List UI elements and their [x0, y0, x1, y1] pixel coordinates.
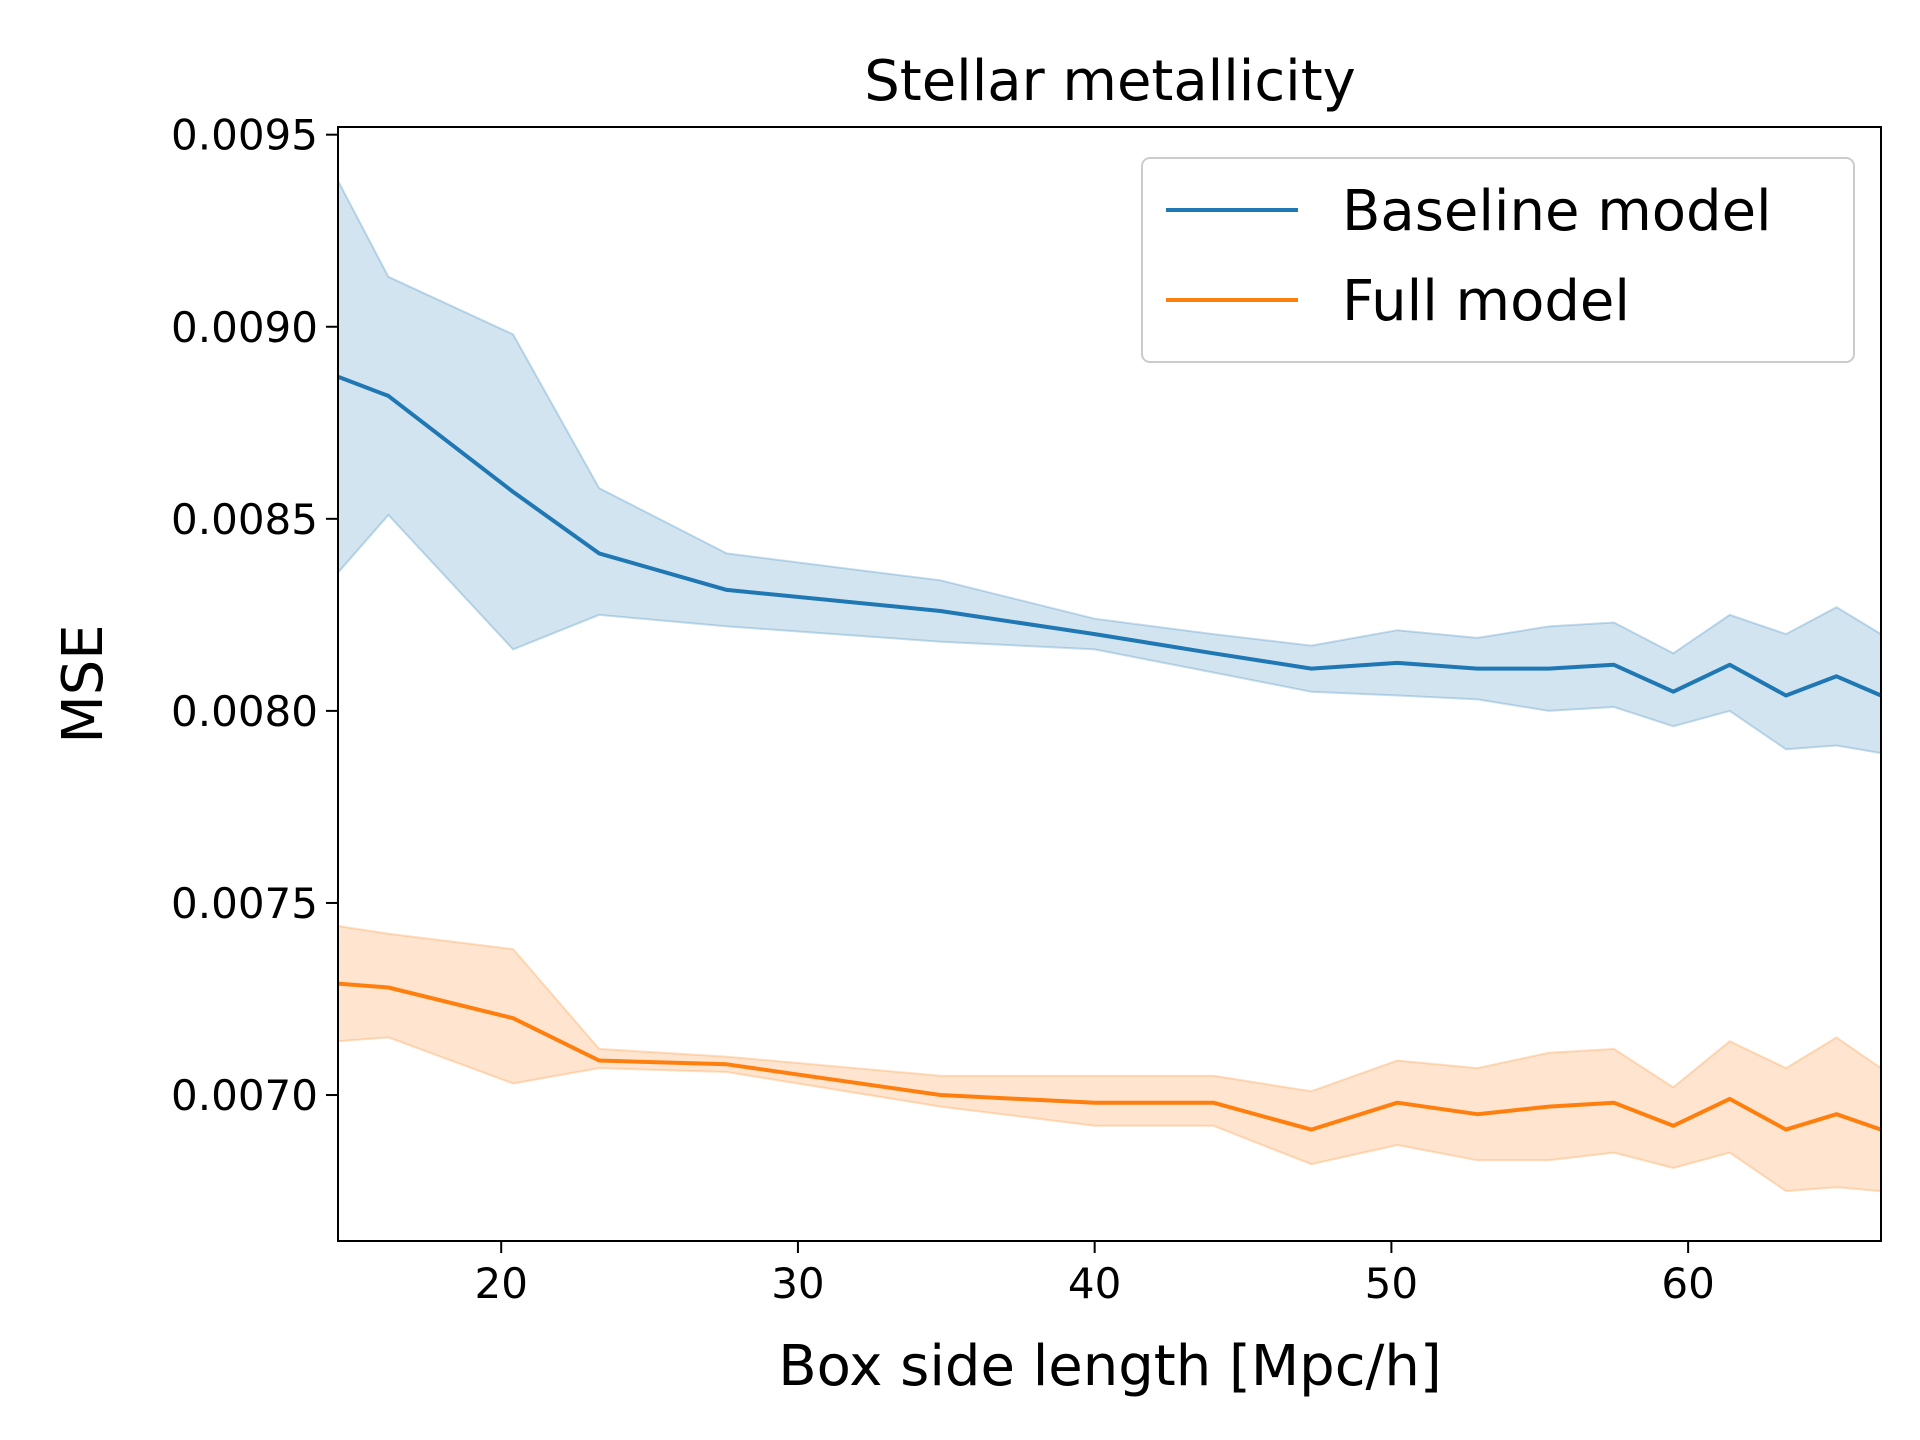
point-baseline: [1727, 662, 1733, 668]
point-full: [724, 1061, 730, 1067]
point-baseline: [385, 393, 391, 399]
x-axis-ticks: 20 30 40 50 60: [474, 1241, 1715, 1308]
series-lines: [337, 374, 1882, 1133]
point-full: [1308, 1127, 1314, 1133]
x-tick-label: 30: [771, 1259, 824, 1308]
y-tick-label: 0.0090: [171, 303, 318, 352]
point-baseline: [1394, 660, 1400, 666]
legend-box: [1141, 157, 1855, 363]
point-full: [510, 1015, 516, 1021]
y-axis-ticks: 0.0070 0.0075 0.0080 0.0085 0.0090 0.0095: [171, 111, 338, 1120]
point-full: [385, 985, 391, 991]
y-tick-label: 0.0070: [171, 1071, 318, 1120]
x-tick-label: 40: [1068, 1259, 1121, 1308]
point-baseline: [724, 587, 730, 593]
point-full: [1783, 1127, 1789, 1133]
legend: Baseline model Full model: [1141, 157, 1855, 363]
point-full: [1474, 1111, 1480, 1117]
point-full: [1727, 1096, 1733, 1102]
point-baseline: [1546, 666, 1552, 672]
line-baseline: [337, 374, 1882, 698]
band-full: [337, 924, 1882, 1193]
point-baseline: [1474, 666, 1480, 672]
plot-frame: [337, 126, 1882, 1242]
x-tick-label: 20: [474, 1259, 527, 1308]
point-full: [1611, 1100, 1617, 1106]
point-baseline: [510, 489, 516, 495]
legend-label-full: Full model: [1342, 269, 1630, 334]
point-full: [1546, 1104, 1552, 1110]
point-baseline: [1092, 631, 1098, 637]
point-full: [1210, 1100, 1216, 1106]
point-baseline: [596, 550, 602, 556]
point-full: [1670, 1123, 1676, 1129]
point-baseline: [937, 608, 943, 614]
legend-label-baseline: Baseline model: [1342, 179, 1772, 244]
point-baseline: [1834, 673, 1840, 679]
point-full: [1092, 1100, 1098, 1106]
point-baseline: [1783, 693, 1789, 699]
y-tick-label: 0.0075: [171, 879, 318, 928]
y-tick-label: 0.0095: [171, 111, 318, 160]
point-baseline: [1670, 689, 1676, 695]
y-axis-label: MSE: [51, 624, 116, 743]
y-tick-label: 0.0085: [171, 495, 318, 544]
x-tick-label: 50: [1365, 1259, 1418, 1308]
line-full: [337, 981, 1882, 1132]
x-tick-label: 60: [1661, 1259, 1714, 1308]
point-baseline: [1210, 650, 1216, 656]
point-baseline: [1308, 666, 1314, 672]
point-full: [937, 1092, 943, 1098]
chart-title: Stellar metallicity: [864, 49, 1356, 114]
point-full: [1394, 1100, 1400, 1106]
point-full: [596, 1058, 602, 1064]
x-axis-label: Box side length [Mpc/h]: [778, 1334, 1441, 1399]
point-baseline: [1611, 662, 1617, 668]
y-tick-label: 0.0080: [171, 687, 318, 736]
point-full: [1834, 1111, 1840, 1117]
